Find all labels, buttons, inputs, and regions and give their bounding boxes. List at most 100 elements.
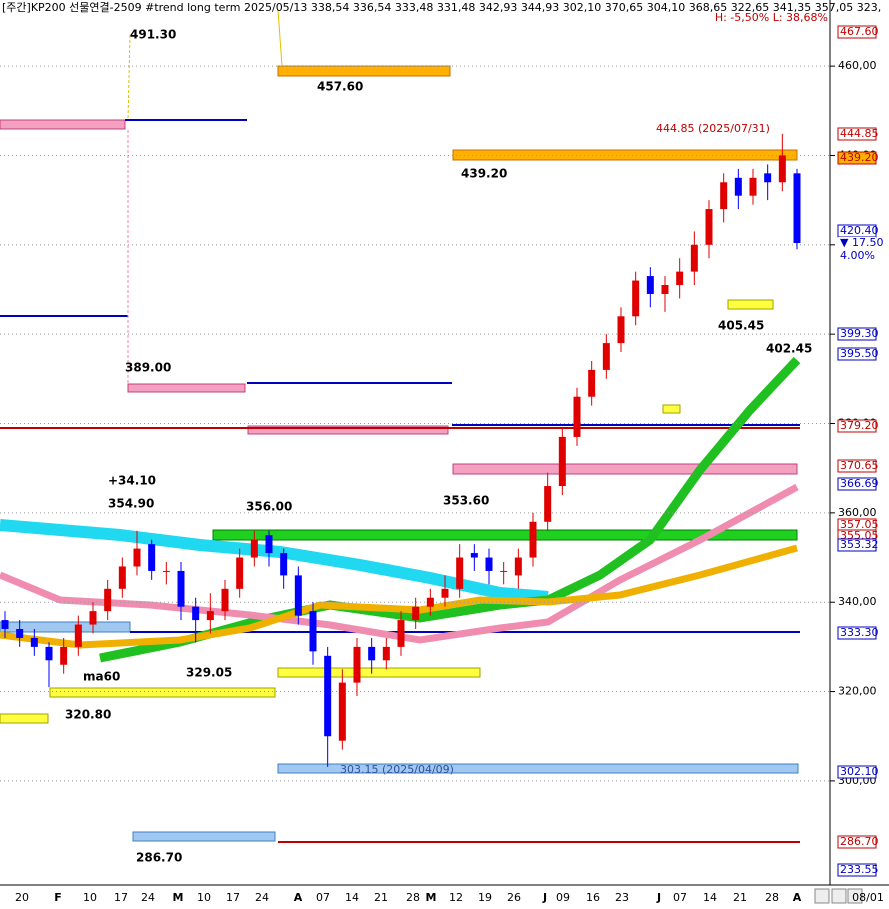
zone bbox=[277, 65, 451, 77]
y-tick-label: 460,00 bbox=[838, 59, 877, 72]
x-tick-label: 21 bbox=[374, 891, 388, 904]
annotation: 389.00 bbox=[125, 361, 171, 375]
candle-body bbox=[309, 611, 317, 652]
candle-body bbox=[148, 544, 156, 571]
x-tick-label: M bbox=[426, 891, 437, 904]
zone bbox=[247, 425, 449, 435]
price-label: 467.60 bbox=[840, 25, 879, 38]
candle-body bbox=[749, 177, 757, 196]
annotation: 303.15 (2025/04/09) bbox=[340, 763, 454, 776]
price-label: 302.10 bbox=[840, 765, 879, 778]
x-tick-label: J bbox=[656, 891, 661, 904]
zone bbox=[452, 463, 798, 475]
x-tick-label: F bbox=[54, 891, 62, 904]
candle-body bbox=[324, 655, 332, 737]
annotation: +34.10 bbox=[108, 474, 156, 488]
candle-body bbox=[441, 588, 449, 598]
zone bbox=[132, 831, 276, 842]
price-label: 420.40 bbox=[840, 224, 879, 237]
connector bbox=[127, 34, 131, 121]
x-tick-label: 24 bbox=[255, 891, 269, 904]
x-tick-label: 20 bbox=[15, 891, 29, 904]
candle-body bbox=[632, 280, 640, 317]
ma-band bbox=[0, 544, 798, 649]
y-tick-label: 360,00 bbox=[838, 506, 877, 519]
price-label: 439.20 bbox=[840, 151, 879, 164]
x-tick-label: A bbox=[294, 891, 303, 904]
candle-body bbox=[456, 557, 464, 589]
zone bbox=[277, 763, 799, 774]
x-tick-label: A bbox=[793, 891, 802, 904]
x-tick-label: 07 bbox=[316, 891, 330, 904]
price-label-box bbox=[837, 127, 877, 141]
candle-body bbox=[104, 588, 112, 612]
annotation: ma60 bbox=[83, 670, 120, 684]
candle-body bbox=[353, 646, 361, 683]
price-label-box bbox=[837, 459, 877, 473]
tool-button[interactable] bbox=[847, 888, 863, 904]
annotation: 491.30 bbox=[130, 28, 176, 42]
candle-body bbox=[558, 436, 566, 487]
candle-body bbox=[89, 611, 97, 625]
x-tick-label: 19 bbox=[478, 891, 492, 904]
candle-body bbox=[485, 557, 493, 571]
price-label-box bbox=[837, 863, 877, 877]
price-label-box bbox=[837, 347, 877, 361]
candle-body bbox=[74, 624, 82, 647]
price-label-box bbox=[837, 626, 877, 640]
zone bbox=[0, 119, 126, 130]
x-tick-label: 16 bbox=[586, 891, 600, 904]
x-tick-label: 26 bbox=[507, 891, 521, 904]
price-label: 399.30 bbox=[840, 327, 879, 340]
x-tick-label: 23 bbox=[615, 891, 629, 904]
annotation: 356.00 bbox=[246, 500, 292, 514]
x-tick-label: 14 bbox=[703, 891, 717, 904]
price-label: 4.00% bbox=[840, 249, 875, 262]
levels bbox=[0, 9, 801, 843]
x-tick-label: 21 bbox=[733, 891, 747, 904]
candle-body bbox=[177, 570, 185, 607]
price-label: 366.69 bbox=[840, 477, 879, 490]
candle-body bbox=[573, 396, 581, 437]
y-tick-label: 320,00 bbox=[838, 685, 877, 698]
candle-body bbox=[602, 343, 610, 370]
candle-body bbox=[500, 570, 508, 572]
candle-body bbox=[720, 182, 728, 210]
candle-body bbox=[294, 575, 302, 616]
candle-body bbox=[280, 553, 288, 576]
x-tick-label: 28 bbox=[765, 891, 779, 904]
tool-button[interactable] bbox=[814, 888, 830, 904]
candle-body bbox=[221, 588, 229, 612]
candle-body bbox=[16, 629, 24, 638]
candle-body bbox=[412, 606, 420, 621]
zone bbox=[49, 687, 276, 698]
zone bbox=[0, 713, 49, 724]
candle-body bbox=[206, 611, 214, 621]
candle-body bbox=[734, 177, 742, 196]
candle-body bbox=[368, 646, 376, 661]
connector bbox=[277, 9, 283, 67]
price-label-box bbox=[837, 765, 877, 779]
ma-band bbox=[0, 483, 799, 644]
annotation: 444.85 (2025/07/31) bbox=[656, 122, 770, 135]
price-label-box bbox=[837, 538, 877, 552]
candle-body bbox=[690, 244, 698, 272]
x-tick-label: 14 bbox=[345, 891, 359, 904]
price-label-box bbox=[837, 419, 877, 433]
candle-body bbox=[646, 276, 654, 294]
tool-button[interactable] bbox=[831, 888, 847, 904]
y-tick-label: 340,00 bbox=[838, 595, 877, 608]
x-tick-label: M bbox=[173, 891, 184, 904]
candle-body bbox=[426, 597, 434, 607]
price-label: 379.20 bbox=[840, 419, 879, 432]
zone bbox=[662, 404, 681, 414]
candle-body bbox=[250, 539, 258, 558]
price-label-box bbox=[837, 477, 877, 491]
annotation: 286.70 bbox=[136, 851, 182, 865]
price-label-box bbox=[837, 25, 877, 39]
candle-body bbox=[676, 271, 684, 286]
candle-body bbox=[338, 682, 346, 741]
candle-body bbox=[192, 606, 200, 621]
candle-body bbox=[544, 486, 552, 522]
